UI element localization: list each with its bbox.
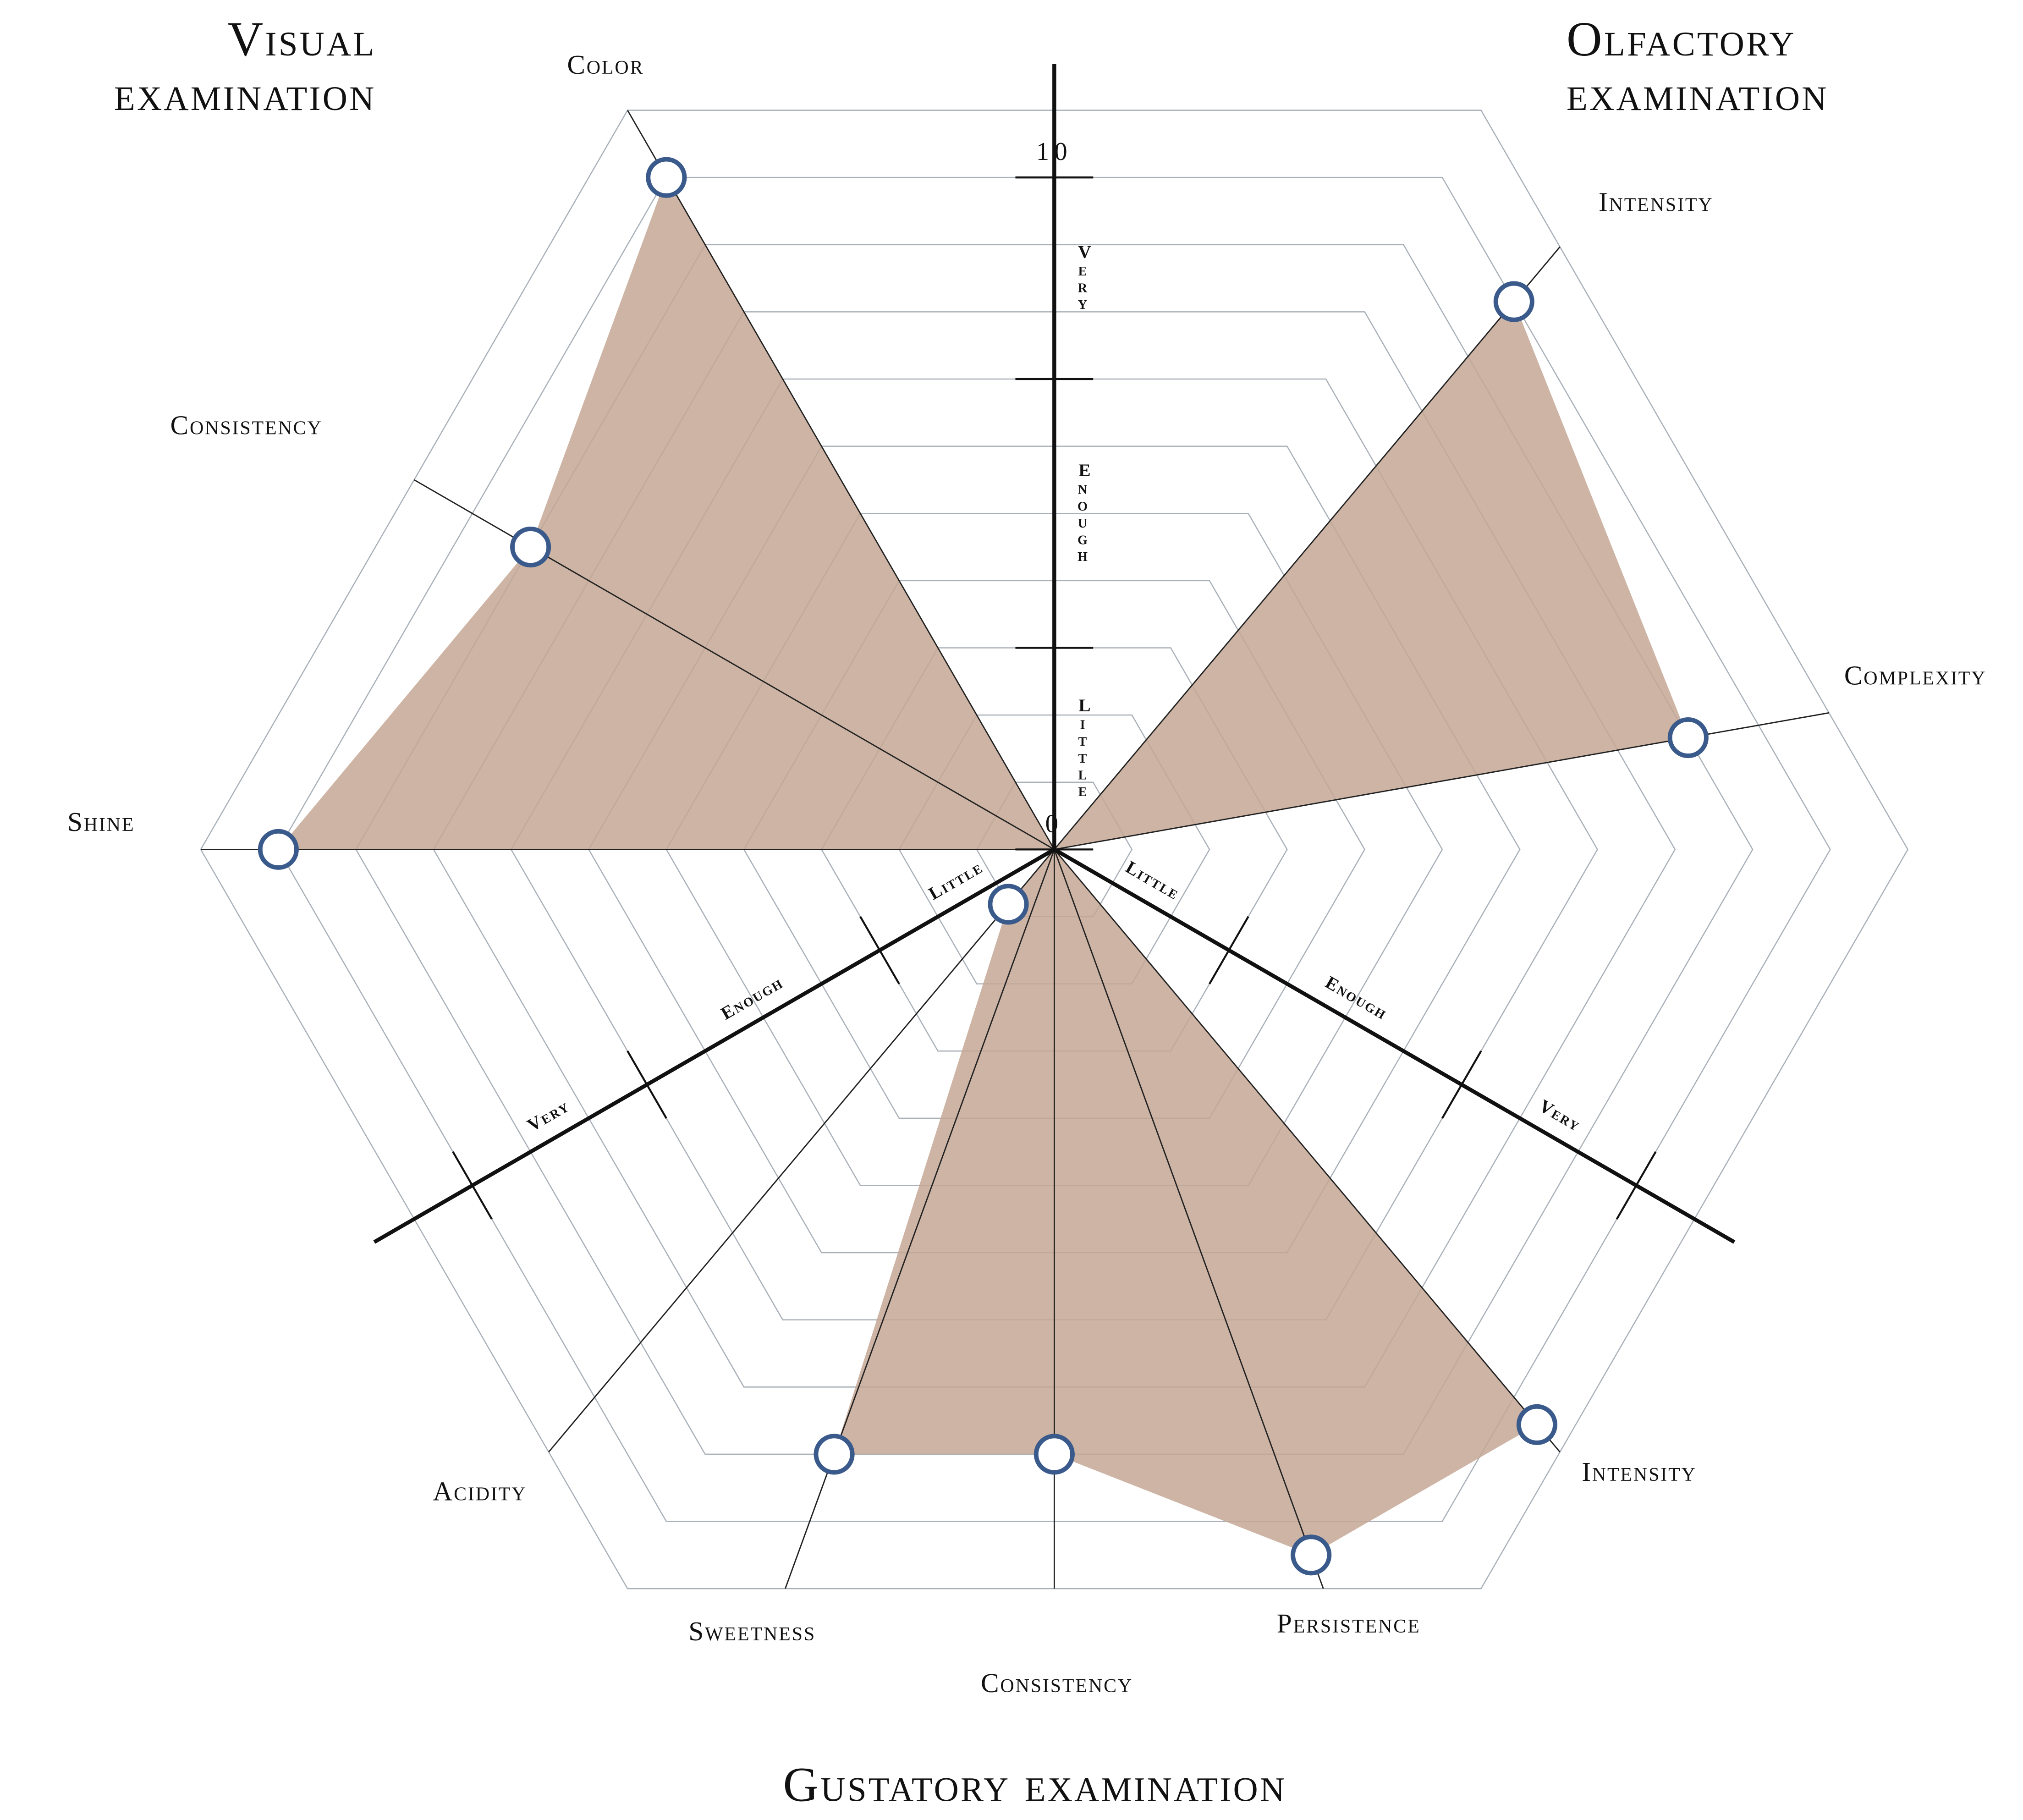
axis-label: Intensity bbox=[1582, 1457, 1697, 1487]
band-label: Very bbox=[1075, 242, 1095, 315]
axis-label: Persistence bbox=[1277, 1608, 1421, 1639]
axis-line bbox=[1054, 849, 1324, 1589]
band-label: Enough bbox=[1322, 972, 1391, 1024]
point bbox=[1033, 1434, 1075, 1475]
axis-line bbox=[1054, 246, 1561, 850]
scale-tick bbox=[1441, 1050, 1482, 1119]
area bbox=[1054, 302, 1688, 850]
band-label: Enough bbox=[1075, 460, 1095, 567]
scale-tick bbox=[627, 1050, 667, 1119]
scale-tick bbox=[1209, 916, 1249, 984]
point bbox=[1493, 281, 1534, 322]
group-title: examination bbox=[114, 66, 376, 121]
scale-tick bbox=[452, 1151, 493, 1220]
y-tick-label: 0 bbox=[1045, 809, 1064, 838]
band-label: Enough bbox=[717, 972, 786, 1024]
band-label: Little bbox=[1122, 857, 1184, 904]
axis-label: Complexity bbox=[1844, 660, 1987, 691]
band-label: Little bbox=[925, 857, 986, 904]
axis-label: Consistency bbox=[170, 410, 323, 440]
group-title: examination bbox=[1567, 66, 1829, 121]
point bbox=[258, 829, 299, 870]
point bbox=[814, 1434, 855, 1475]
point bbox=[510, 527, 551, 568]
point bbox=[1516, 1404, 1558, 1445]
area bbox=[278, 177, 1055, 850]
scale-axis bbox=[1053, 847, 1736, 1244]
scale-tick bbox=[859, 916, 900, 984]
axis-line bbox=[1054, 849, 1561, 1453]
y-tick-label: 10 bbox=[1036, 137, 1072, 166]
point bbox=[1291, 1534, 1332, 1576]
scale-axis bbox=[373, 847, 1055, 1244]
group-title: Olfactory bbox=[1567, 12, 1796, 66]
group-title: Gustatory examination bbox=[783, 1757, 1287, 1812]
axis-label: Sweetness bbox=[688, 1616, 816, 1646]
axis-label: Consistency bbox=[981, 1668, 1133, 1698]
axis-label: Intensity bbox=[1599, 187, 1714, 217]
axis-label: Color bbox=[567, 49, 644, 80]
axis-line bbox=[548, 849, 1055, 1453]
area bbox=[834, 849, 1537, 1555]
axis-label: Acidity bbox=[433, 1476, 527, 1506]
group-title: Visual bbox=[228, 12, 376, 66]
band-label: Little bbox=[1075, 695, 1095, 802]
scale-tick bbox=[1616, 1151, 1657, 1220]
axis-line bbox=[627, 110, 1055, 850]
point bbox=[1667, 717, 1709, 759]
point bbox=[988, 884, 1029, 925]
point bbox=[646, 157, 687, 198]
axis-label: Shine bbox=[67, 807, 135, 837]
